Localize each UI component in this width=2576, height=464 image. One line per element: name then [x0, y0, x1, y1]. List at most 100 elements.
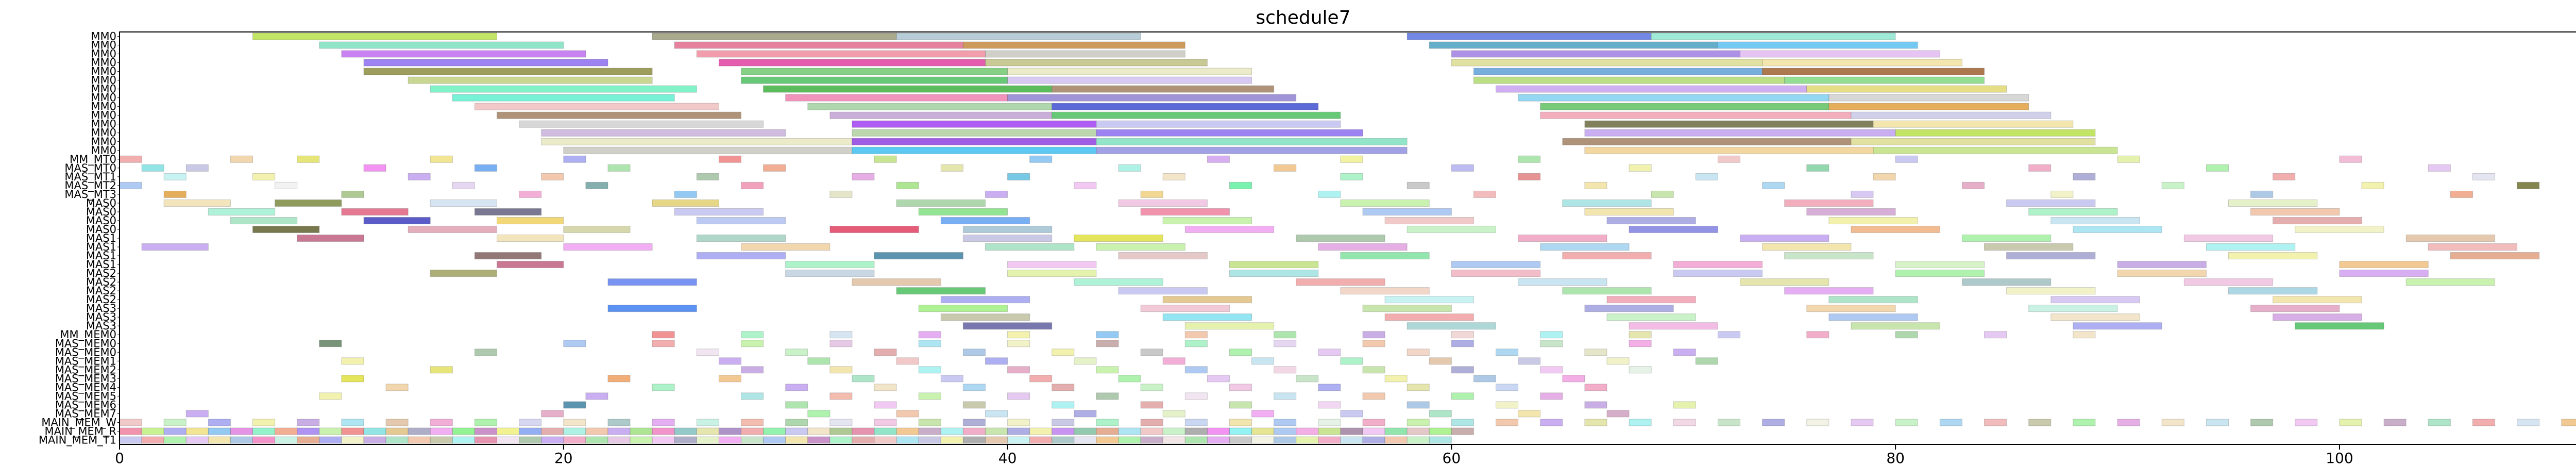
task-bar — [1806, 164, 1829, 172]
task-bar — [1007, 366, 1030, 374]
task-bar — [2028, 305, 2118, 312]
task-bar — [2073, 173, 2096, 180]
x-axis: 0 20 40 60 80 100 — [115, 444, 2353, 464]
task-bar — [1851, 225, 1940, 233]
task-bar — [1518, 410, 1541, 418]
task-bar — [1140, 190, 1163, 198]
task-bar — [940, 217, 1030, 224]
y-tick-label: MM_MT0 — [70, 153, 116, 166]
task-bar — [896, 181, 919, 189]
task-bar — [385, 384, 409, 391]
task-bar — [1007, 76, 1252, 84]
task-bar — [1318, 401, 1341, 409]
task-bar — [474, 103, 719, 110]
task-bar — [1096, 129, 1363, 137]
task-bar — [1140, 305, 1230, 312]
task-bar — [541, 138, 853, 145]
task-bar — [807, 436, 831, 444]
task-bar — [607, 436, 631, 444]
task-bar — [1007, 173, 1030, 180]
task-bar — [874, 384, 897, 391]
task-bar — [119, 436, 142, 444]
task-bar — [874, 436, 897, 444]
task-bar — [408, 76, 653, 84]
task-bar — [1274, 392, 1297, 400]
y-tick-label: MAS2 — [86, 285, 116, 297]
task-bar — [541, 427, 564, 435]
task-bar — [474, 427, 498, 435]
task-bar — [1274, 419, 1297, 426]
task-bar — [141, 243, 209, 251]
task-bar — [741, 436, 764, 444]
task-bar — [1184, 225, 1275, 233]
task-bar — [408, 225, 498, 233]
task-bar — [763, 436, 786, 444]
task-bar — [1340, 252, 1430, 260]
task-bar — [1451, 164, 1474, 172]
task-bar — [1118, 252, 1208, 260]
task-bar — [852, 375, 875, 383]
task-bar — [1007, 392, 1030, 400]
task-bar — [962, 322, 1053, 330]
task-bar — [696, 419, 719, 426]
task-bar — [541, 173, 564, 180]
task-bar — [1762, 181, 1785, 189]
task-bar — [430, 436, 453, 444]
task-bar — [696, 349, 719, 356]
task-bar — [1229, 401, 1252, 409]
task-bar — [408, 173, 431, 180]
task-bar — [1118, 427, 1141, 435]
task-bar — [1939, 419, 1962, 426]
task-bar — [2273, 296, 2362, 304]
task-bar — [1961, 278, 2052, 286]
task-bar — [962, 41, 1185, 49]
task-bar — [185, 427, 209, 435]
task-bar — [918, 419, 941, 426]
task-bar — [1007, 436, 1030, 444]
y-tick-label: MAIN_MEM_T1 — [39, 434, 116, 446]
task-bar — [1806, 331, 1829, 339]
task-bar — [696, 217, 786, 224]
task-bar — [1429, 410, 1452, 418]
task-bar — [497, 427, 520, 435]
task-bar — [1384, 375, 1408, 383]
task-bar — [1851, 111, 2052, 119]
task-bar — [1629, 164, 1652, 172]
task-bar — [1074, 234, 1163, 242]
task-bar — [1052, 384, 1075, 391]
task-bar — [230, 217, 298, 224]
task-bar — [2472, 173, 2496, 180]
task-bar — [940, 164, 963, 172]
task-bar — [1052, 103, 1319, 110]
task-bar — [474, 349, 498, 356]
task-bar — [1184, 419, 1208, 426]
y-tick-label: MAS0 — [86, 197, 116, 209]
task-bar — [962, 419, 986, 426]
task-bar — [1740, 234, 1829, 242]
task-bar — [1717, 41, 1918, 49]
task-bar — [1451, 340, 1474, 347]
task-bar — [1984, 243, 2074, 251]
task-bar — [1406, 181, 1430, 189]
task-bar — [363, 427, 386, 435]
y-tick-label: MAS_MEM0 — [55, 337, 116, 350]
y-tick-label: MM0 — [91, 74, 116, 87]
task-bar — [452, 94, 675, 102]
task-bar — [252, 32, 498, 40]
task-bar — [1096, 120, 1341, 128]
task-bar — [1540, 392, 1563, 400]
task-bar — [674, 208, 764, 216]
task-bar — [852, 278, 941, 286]
task-bar — [341, 419, 364, 426]
task-bar — [1828, 313, 1918, 321]
task-bar — [985, 357, 1008, 365]
task-bar — [1762, 59, 1962, 67]
task-bar — [1406, 427, 1430, 435]
task-bar — [1584, 129, 1896, 137]
task-bar — [1362, 419, 1385, 426]
task-bar — [541, 436, 564, 444]
task-bar — [2339, 419, 2362, 426]
task-bar — [1406, 401, 1430, 409]
task-bar — [630, 427, 653, 435]
task-bar — [1029, 375, 1053, 383]
